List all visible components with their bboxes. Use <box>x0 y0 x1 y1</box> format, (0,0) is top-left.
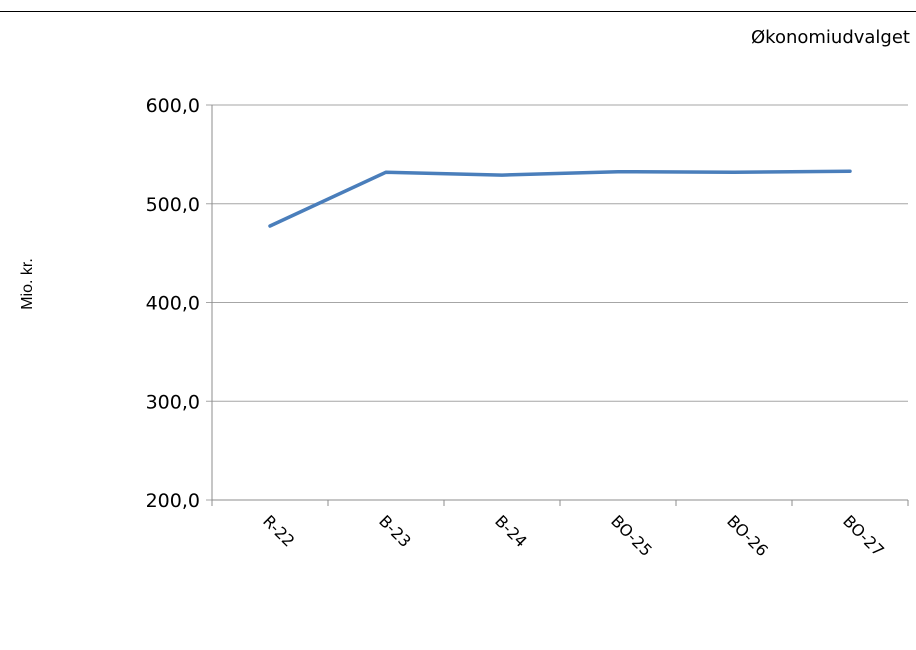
series-layer <box>268 169 852 228</box>
y-tick-label: 200,0 <box>146 490 200 512</box>
series-line-0 <box>268 169 852 228</box>
y-tick-label: 300,0 <box>146 391 200 413</box>
x-tick-label: BO-26 <box>723 511 772 560</box>
x-tick-label: B-23 <box>375 511 415 551</box>
y-axis-title: Mio. kr. <box>19 258 36 310</box>
header-label: Økonomiudvalget <box>751 27 910 48</box>
x-tick-label: B-24 <box>491 511 531 551</box>
y-tick-label: 500,0 <box>146 194 200 216</box>
y-tick-label: 600,0 <box>146 95 200 117</box>
x-tick-labels: R-22 B-23 B-24 BO-25 BO-26 BO-27 <box>259 511 888 560</box>
y-tick-label: 400,0 <box>146 293 200 315</box>
x-tick-label: BO-25 <box>607 511 656 560</box>
x-tick-label: R-22 <box>259 511 298 550</box>
y-tick-labels: 200,0 300,0 400,0 500,0 600,0 <box>146 95 200 512</box>
gridlines <box>206 104 908 501</box>
x-tick-label: BO-27 <box>839 511 888 560</box>
top-divider <box>0 11 916 12</box>
axes <box>211 105 909 506</box>
